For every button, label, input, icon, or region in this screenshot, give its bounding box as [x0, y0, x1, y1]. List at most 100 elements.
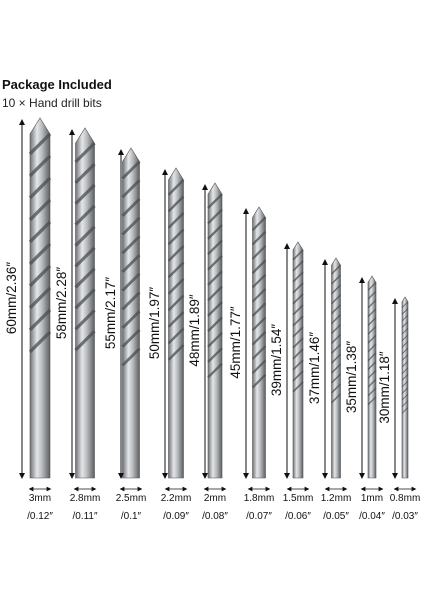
flute — [401, 393, 409, 401]
diameter-inch-label: /0.07″ — [246, 511, 272, 522]
drill-body — [207, 182, 223, 479]
diameter-inch-label: /0.12″ — [27, 511, 53, 522]
flute — [251, 259, 267, 274]
flute — [28, 154, 52, 177]
flute — [251, 302, 267, 317]
flute — [330, 294, 342, 305]
flute — [74, 330, 96, 352]
flute — [207, 347, 223, 363]
flute — [367, 325, 377, 335]
flute — [292, 370, 304, 382]
flute — [251, 373, 267, 389]
diameter-inch-label: /0.04″ — [359, 511, 385, 522]
flute — [401, 407, 409, 414]
flute — [401, 327, 409, 335]
flute — [330, 393, 342, 404]
flute — [121, 272, 141, 292]
flute — [401, 308, 409, 315]
flute — [121, 179, 141, 199]
diameter-inch-label: /0.06″ — [285, 511, 311, 522]
flute — [330, 353, 342, 364]
diameter-label: 3mm — [29, 493, 51, 504]
flute — [207, 208, 223, 225]
flute — [121, 328, 141, 348]
flute — [28, 132, 52, 155]
flute — [330, 264, 342, 275]
flute — [167, 344, 185, 361]
flute — [292, 304, 304, 316]
flute — [207, 254, 223, 271]
flute — [121, 235, 141, 255]
drill-bit — [207, 182, 223, 479]
flute — [28, 220, 52, 243]
flute — [74, 225, 96, 247]
flute — [401, 314, 409, 322]
flute — [330, 333, 342, 344]
flute — [28, 286, 52, 309]
flute — [207, 270, 223, 286]
length-label: 58mm/2.28″ — [54, 267, 69, 340]
flute — [401, 341, 409, 348]
flute — [167, 245, 185, 262]
flute — [292, 359, 304, 371]
length-label: 45mm/1.77″ — [228, 306, 243, 379]
flute — [330, 304, 342, 315]
flute — [251, 359, 267, 375]
flute — [74, 246, 96, 268]
flute — [292, 348, 304, 360]
flute — [28, 198, 52, 221]
diameter-inch-label: /0.1″ — [121, 511, 142, 522]
length-label: 50mm/1.97″ — [147, 287, 162, 360]
flute — [74, 204, 96, 226]
flute — [167, 294, 185, 312]
flute — [74, 183, 96, 205]
length-label: 39mm/1.54″ — [269, 324, 284, 397]
flute — [207, 316, 223, 333]
flute — [167, 228, 185, 246]
length-label: 37mm/1.46″ — [307, 332, 322, 405]
flute — [121, 254, 141, 273]
flute — [207, 285, 223, 302]
flute — [207, 362, 223, 379]
drill-bit — [251, 206, 267, 479]
drill-bit — [292, 241, 304, 479]
flute — [121, 347, 141, 367]
flute — [167, 327, 185, 345]
flute — [74, 309, 96, 331]
flute — [292, 260, 304, 272]
flute — [207, 193, 223, 209]
diameter-label: 2.8mm — [70, 493, 101, 504]
flute — [367, 352, 377, 362]
diameter-inch-label: /0.08″ — [202, 511, 228, 522]
diameter-label: 1.2mm — [321, 493, 352, 504]
length-label: 48mm/1.89″ — [187, 294, 202, 367]
flute — [401, 387, 409, 394]
flute — [292, 337, 304, 349]
flute — [330, 274, 342, 285]
flute — [367, 387, 377, 397]
flute — [207, 331, 223, 348]
length-label: 35mm/1.38″ — [344, 341, 359, 414]
flute — [251, 245, 267, 260]
flute — [330, 383, 342, 394]
flute — [292, 381, 304, 393]
diameter-label: 1mm — [361, 493, 383, 504]
drill-bit — [330, 257, 342, 479]
flute — [401, 354, 409, 361]
drill-bit — [401, 296, 409, 479]
flute — [74, 142, 96, 164]
flute — [121, 216, 141, 236]
drill-bit — [367, 275, 377, 479]
flute — [251, 316, 267, 332]
flute — [251, 345, 267, 360]
flute — [167, 261, 185, 279]
diameter-label: 2.5mm — [116, 493, 147, 504]
length-label: 60mm/2.36″ — [4, 262, 19, 335]
flute — [401, 367, 409, 375]
diameter-label: 2mm — [204, 493, 226, 504]
flute — [367, 396, 377, 406]
flute — [367, 361, 377, 370]
flute — [292, 326, 304, 338]
flute — [330, 284, 342, 295]
diameter-label: 0.8mm — [390, 493, 421, 504]
